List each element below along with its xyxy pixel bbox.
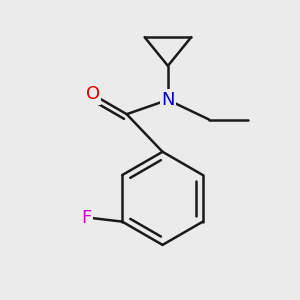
Text: F: F	[82, 209, 92, 227]
Text: N: N	[161, 91, 175, 109]
Text: O: O	[85, 85, 100, 103]
